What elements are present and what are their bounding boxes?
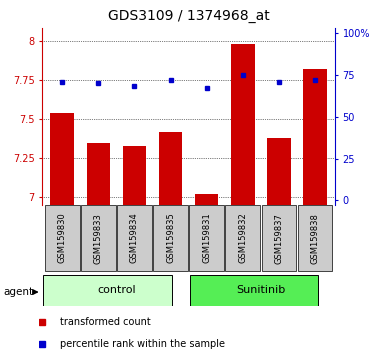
Bar (123, 146, 146, 205)
Bar (231, 44, 254, 205)
Text: transformed count: transformed count (60, 317, 151, 327)
Bar (189, 205, 224, 271)
Text: GSM159831: GSM159831 (202, 213, 211, 263)
Bar (298, 205, 332, 271)
Text: GSM159830: GSM159830 (58, 213, 67, 263)
Text: GSM159834: GSM159834 (130, 213, 139, 263)
Bar (81, 205, 116, 271)
Bar (262, 205, 296, 271)
Bar (303, 69, 327, 205)
Text: control: control (97, 285, 136, 295)
Text: Sunitinib: Sunitinib (236, 285, 286, 295)
Text: GSM159837: GSM159837 (275, 213, 283, 263)
Text: agent: agent (4, 287, 34, 297)
Bar (44, 275, 172, 306)
Bar (191, 275, 318, 306)
Text: GDS3109 / 1374968_at: GDS3109 / 1374968_at (108, 9, 270, 23)
Bar (87, 143, 110, 205)
Bar (195, 194, 218, 205)
Bar (226, 205, 260, 271)
Text: GSM159835: GSM159835 (166, 213, 175, 263)
Bar (50, 113, 74, 205)
Bar (159, 132, 182, 205)
Text: GSM159838: GSM159838 (311, 213, 320, 263)
Bar (267, 138, 291, 205)
Bar (117, 205, 152, 271)
Text: GSM159833: GSM159833 (94, 213, 103, 263)
Text: percentile rank within the sample: percentile rank within the sample (60, 339, 225, 349)
Bar (45, 205, 80, 271)
Text: GSM159832: GSM159832 (238, 213, 247, 263)
Bar (153, 205, 188, 271)
